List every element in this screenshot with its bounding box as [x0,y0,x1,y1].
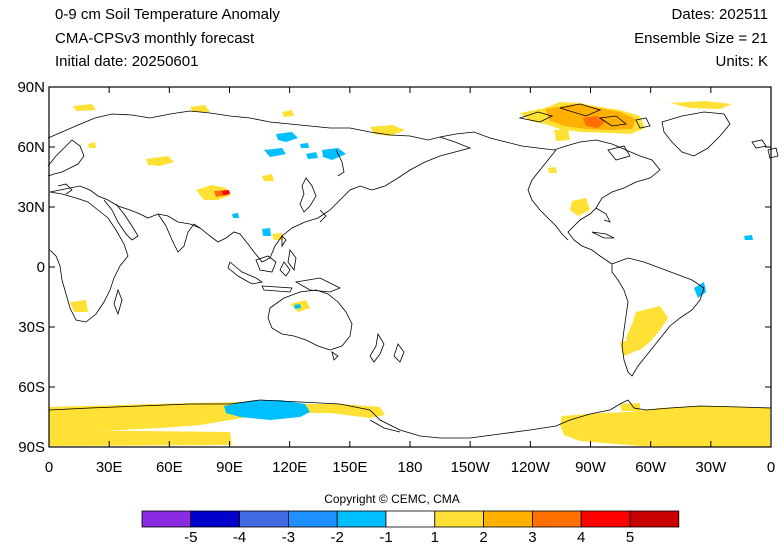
lon-tick-label: 120W [511,459,551,476]
anomaly-shading [49,101,770,447]
lon-tick-label: 180 [397,459,422,476]
colorbar-box [385,510,436,528]
lat-tick-label: 30S [18,319,45,336]
colorbar-label: 2 [479,529,488,546]
lon-tick-label: 90W [575,459,607,476]
lon-axis: 0 30E 60E 90E 120E 150E 180 150W 120W 90W 60W 30W 0 [45,459,775,476]
axis-ticks [48,86,772,448]
units-label: Units: K [715,53,768,70]
colorbar-box [580,510,631,528]
colorbar-label: 3 [528,529,537,546]
colorbar-label: -5 [184,529,198,546]
forecast-dates: Dates: 202511 [671,6,768,23]
lon-tick-label: 60W [635,459,667,476]
lat-tick-label: 0 [37,259,45,276]
colorbar-label: 5 [625,529,635,546]
colorbar-label: -3 [281,529,296,546]
map-frame [48,86,772,448]
colorbar-box [336,510,387,528]
colorbar-label: 4 [577,529,586,546]
lat-tick-label: 60S [18,379,45,396]
colorbar-box [483,510,533,528]
map-title: 0-9 cm Soil Temperature Anomaly [55,6,280,23]
lon-tick-label: 0 [767,459,775,476]
lon-tick-label: 120E [272,459,307,476]
initial-date: Initial date: 20250601 [55,53,199,70]
colorbar-box [434,510,484,528]
lon-tick-label: 60E [156,459,183,476]
lon-tick-label: 150W [451,459,491,476]
lon-tick-label: 0 [45,459,53,476]
ensemble-size: Ensemble Size = 21 [634,30,768,47]
colorbar-box [141,510,192,528]
lon-tick-label: 30E [96,459,123,476]
lat-tick-label: 90S [18,439,45,456]
lat-tick-label: 60N [17,139,45,156]
coastlines [47,103,779,439]
colorbar-box [190,510,241,528]
colorbar-box [239,510,289,528]
lon-tick-label: 90E [216,459,243,476]
lat-tick-label: 30N [17,199,45,216]
map-subtitle: CMA-CPSv3 monthly forecast [55,30,255,47]
lat-axis: 90N 60N 30N 0 30S 60S 90S [17,79,45,456]
lat-tick-label: 90N [17,79,45,96]
colorbar-box [287,510,338,528]
colorbar-label: -4 [232,529,247,546]
colorbar-label: -2 [330,529,344,546]
colorbar-box [532,510,582,528]
lon-tick-label: 30W [695,459,727,476]
world-map: 90N 60N 30N 0 30S 60S 90S 0 30E 60E 90E 120E 150E 18… [17,79,779,476]
colorbar-label: -1 [379,529,393,546]
colorbar-box [629,510,680,528]
colorbar-label: 1 [430,529,439,546]
lon-tick-label: 150E [332,459,367,476]
copyright-text: Copyright © CEMC, CMA [324,492,460,506]
